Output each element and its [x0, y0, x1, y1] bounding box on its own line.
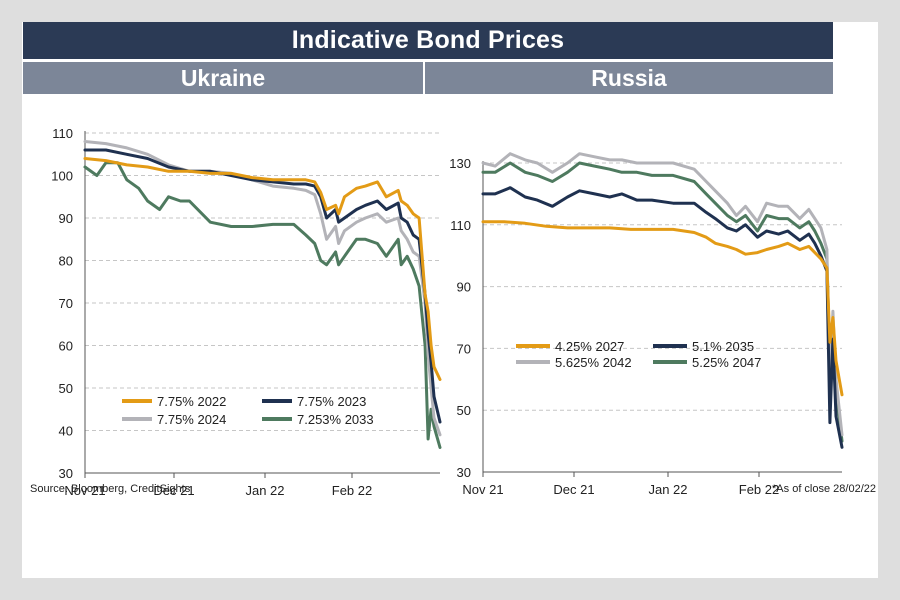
panel-title-ukraine: Ukraine	[23, 62, 423, 94]
legend-label: 7.75% 2023	[297, 394, 366, 409]
x-tick-label: Feb 22	[739, 482, 779, 497]
series-line-1	[83, 148, 442, 424]
y-tick-label: 70	[457, 341, 471, 356]
y-tick-label: 110	[52, 126, 73, 141]
legend-label: 5.25% 2047	[692, 355, 761, 370]
y-tick-label: 130	[449, 156, 471, 171]
y-tick-label: 70	[59, 296, 73, 311]
chart-card	[22, 22, 878, 578]
russia-chart: 30 50 70 90 110 130 Nov 21 Dec 21 Jan 22 Feb 22 4.…	[449, 152, 844, 497]
x-tick-label: Dec 21	[153, 483, 194, 498]
y-tick-label: 80	[59, 254, 73, 269]
y-tick-label: 110	[450, 218, 471, 233]
legend-label: 7.253% 2033	[297, 412, 374, 427]
series-line-0	[83, 157, 442, 381]
x-tick-label: Feb 22	[332, 483, 372, 498]
x-tick-label: Nov 21	[462, 482, 503, 497]
page-title: Indicative Bond Prices	[23, 22, 833, 59]
series-line-1	[481, 186, 844, 449]
series-line-2	[83, 140, 442, 437]
y-tick-label: 40	[59, 424, 73, 439]
y-tick-label: 100	[51, 169, 73, 184]
x-tick-label: Dec 21	[553, 482, 594, 497]
y-tick-label: 50	[59, 381, 73, 396]
legend-label: 7.75% 2024	[157, 412, 226, 427]
x-tick-label: Jan 22	[648, 482, 687, 497]
y-tick-label: 30	[457, 465, 471, 480]
legend-label: 7.75% 2022	[157, 394, 226, 409]
y-tick-label: 30	[59, 466, 73, 481]
panel-title-russia: Russia	[425, 62, 833, 94]
source-note: Source: Bloomberg, CreditSights	[30, 483, 191, 495]
series-line-3	[83, 161, 442, 449]
y-tick-label: 60	[59, 339, 73, 354]
y-tick-label: 50	[457, 403, 471, 418]
series-line-0	[481, 220, 844, 397]
as-of-note: *As of close 28/02/22	[772, 483, 876, 495]
y-tick-label: 90	[59, 211, 73, 226]
legend-label: 4.25% 2027	[555, 339, 624, 354]
series-line-3	[481, 161, 844, 443]
legend-label: 5.625% 2042	[555, 355, 632, 370]
x-tick-label: Jan 22	[245, 483, 284, 498]
y-tick-label: 90	[457, 280, 471, 295]
series-line-2	[481, 152, 844, 437]
legend-label: 5.1% 2035	[692, 339, 754, 354]
ukraine-chart: 30 40 50 60 70 80 90 100 110 Nov 21 Dec 21 Jan 22 Fe…	[51, 126, 442, 498]
x-tick-label: Nov 21	[64, 483, 105, 498]
